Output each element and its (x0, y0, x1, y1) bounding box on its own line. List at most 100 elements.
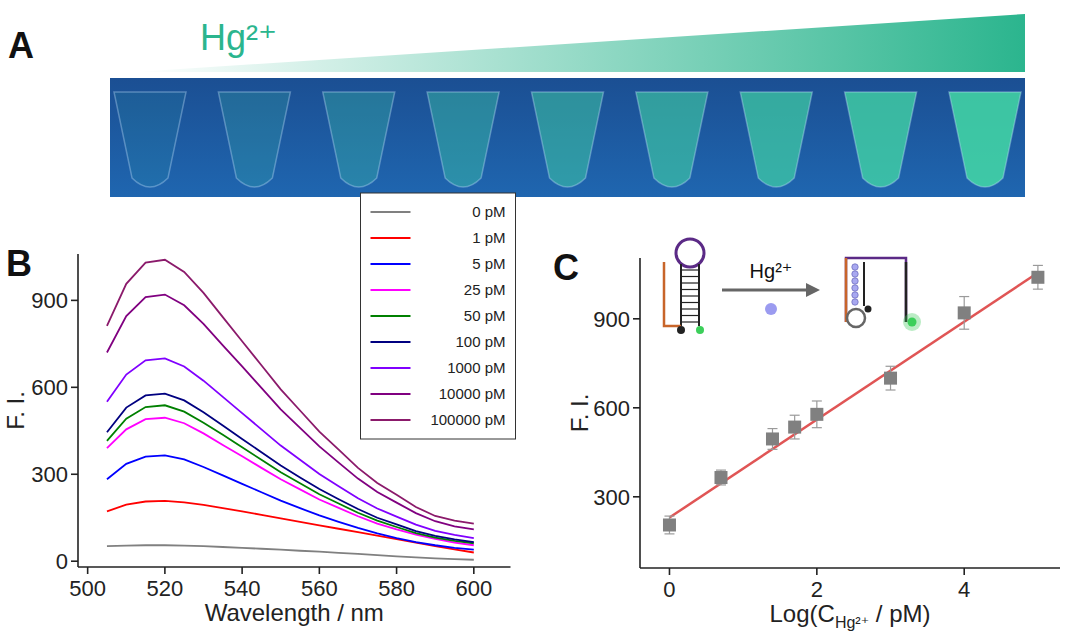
tube (323, 92, 395, 187)
base-pair (681, 276, 699, 277)
x-tick-label: 0 (663, 577, 675, 602)
fit-line (669, 273, 1037, 518)
data-point (663, 518, 676, 531)
data-point (810, 408, 823, 421)
error-cap (886, 389, 896, 390)
x-tick (396, 567, 398, 574)
base-pair (681, 282, 699, 283)
error-cap (812, 427, 822, 428)
legend-swatch (371, 341, 411, 343)
legend-swatch (371, 263, 411, 265)
t-hg-t-pair (852, 278, 858, 284)
x-tick (963, 568, 965, 575)
strand (698, 264, 700, 326)
ion (765, 303, 777, 315)
tube-photo (110, 78, 1025, 197)
legend-swatch (371, 289, 411, 291)
tube (532, 92, 604, 187)
x-tick (319, 567, 321, 574)
legend-swatch (371, 237, 411, 239)
glow (903, 313, 921, 331)
y-tick (71, 300, 78, 302)
figure: AHg²⁺5005205405605806000300600900F. I.Wa… (0, 0, 1072, 637)
legend-label: 10000 pM (439, 385, 506, 402)
base-pair (681, 321, 699, 322)
error-cap (790, 415, 800, 416)
t-hg-t-pair (852, 264, 858, 270)
x-tick-label: 500 (69, 576, 106, 601)
legend-label: 5 pM (472, 255, 505, 272)
error-cap (959, 329, 969, 330)
tube (218, 92, 290, 187)
legend-box (361, 193, 516, 439)
strand (905, 262, 908, 322)
base-pair (681, 295, 699, 296)
y-axis-title: F. I. (2, 391, 29, 430)
x-axis-title-part: / pM) (869, 600, 930, 627)
x-tick-label: 4 (958, 577, 970, 602)
x-axis-title-sub: Hg²⁺ (835, 614, 869, 631)
legend-label: 100 pM (455, 333, 505, 350)
legend-swatch (371, 393, 411, 395)
legend-label: 50 pM (464, 307, 506, 324)
t-hg-t-pair (852, 271, 858, 277)
hairpin-loop (676, 239, 704, 267)
y-tick (71, 387, 78, 389)
data-point (714, 471, 727, 484)
t-hg-t-pair (852, 285, 858, 291)
strand (863, 262, 865, 306)
error-cap (767, 428, 777, 429)
error-cap (664, 515, 674, 516)
y-tick-label: 600 (31, 375, 68, 400)
quencher (865, 306, 872, 313)
x-tick (241, 567, 243, 574)
y-tick (71, 560, 78, 562)
legend-swatch (371, 315, 411, 317)
x-tick (473, 567, 475, 574)
y-axis (639, 258, 641, 568)
data-point (958, 306, 971, 319)
error-cap (664, 533, 674, 534)
arrow-head (806, 283, 820, 297)
y-tick-label: 900 (31, 288, 68, 313)
arrow (722, 289, 808, 292)
x-axis (640, 567, 1060, 569)
y-tick-label: 300 (593, 485, 630, 510)
inset-schematic (664, 239, 921, 334)
tube (949, 92, 1021, 187)
t-hg-t-pair (852, 299, 858, 305)
tube (740, 92, 812, 187)
x-axis-title: Log(CHg²⁺ / pM) (770, 600, 931, 631)
panel-title: Hg²⁺ (200, 17, 277, 58)
base-pair (681, 315, 699, 316)
x-tick-label: 560 (301, 576, 338, 601)
x-tick (164, 567, 166, 574)
tube (845, 92, 917, 187)
fluorophore (908, 318, 917, 327)
error-cap (790, 438, 800, 439)
error-cap (812, 400, 822, 401)
data-point (766, 432, 779, 445)
x-tick-label: 580 (378, 576, 415, 601)
x-axis-title-part: Log(C (770, 600, 835, 627)
error-cap (959, 296, 969, 297)
strand (846, 258, 906, 322)
quencher (677, 326, 685, 334)
x-tick (816, 568, 818, 575)
concentration-wedge (135, 14, 1025, 72)
plot-area (663, 265, 1044, 533)
y-axis-title: F. I. (566, 394, 593, 433)
panel-label: C (553, 247, 579, 288)
x-tick-label: 540 (224, 576, 261, 601)
base-pair (681, 302, 699, 303)
legend-label: 25 pM (464, 281, 506, 298)
y-tick-label: 600 (593, 396, 630, 421)
spectrum-line (107, 545, 474, 559)
y-tick (633, 318, 640, 320)
tube (427, 92, 499, 187)
panel-label: A (8, 25, 34, 66)
legend-swatch (371, 367, 411, 369)
legend-label: 100000 pM (430, 411, 505, 428)
data-point (788, 421, 801, 434)
error-cap (716, 484, 726, 485)
